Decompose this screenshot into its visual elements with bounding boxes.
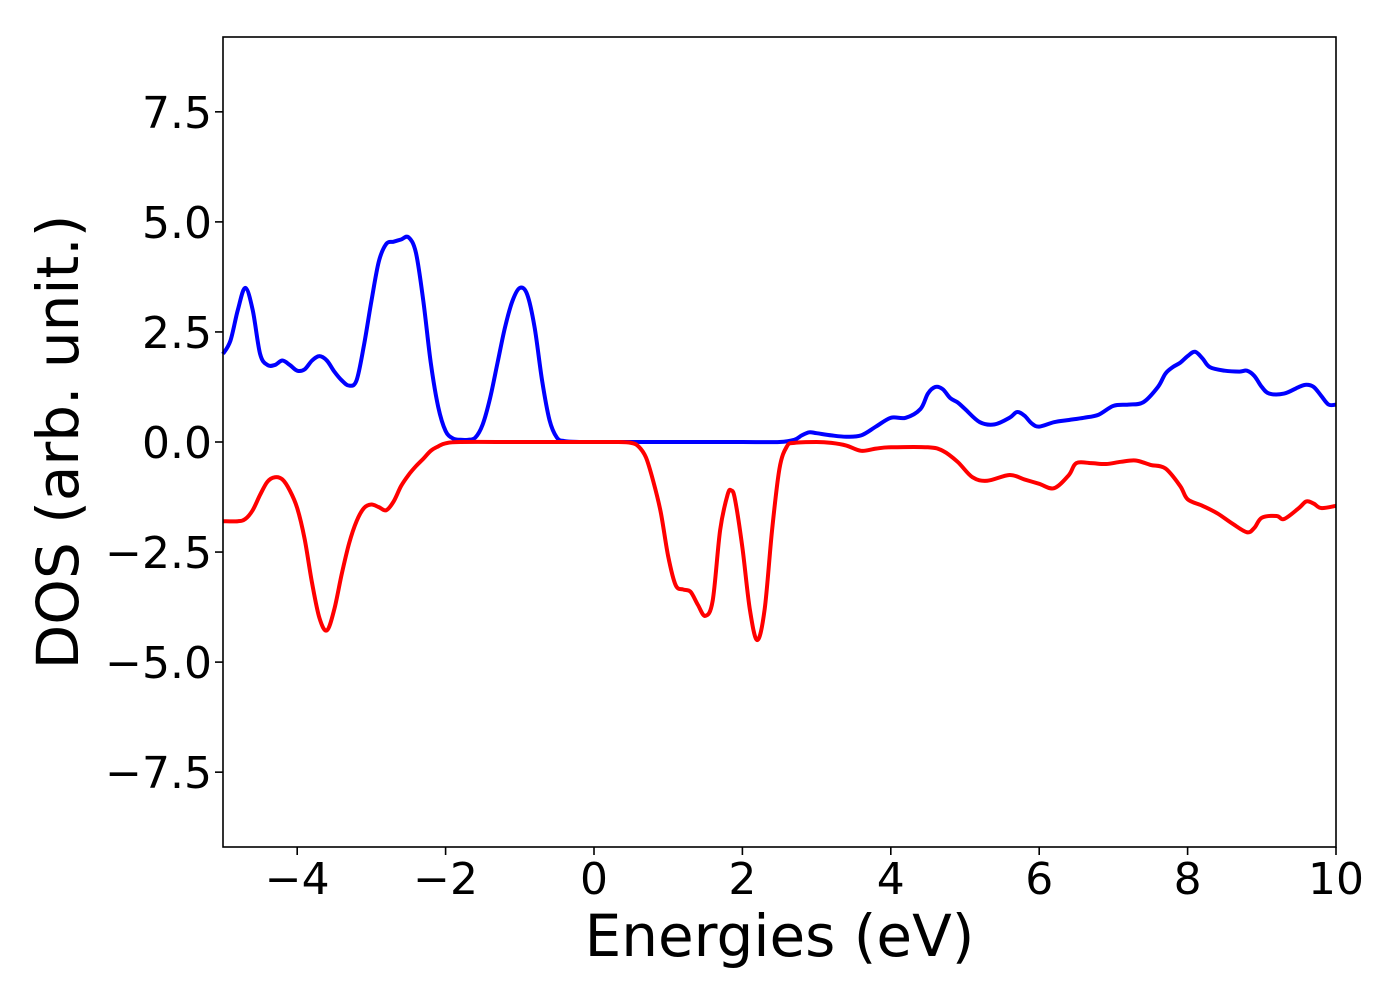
x-tick-label: 10 [1308, 854, 1364, 905]
x-tick-label: 6 [1025, 854, 1053, 905]
y-tick-label: 5.0 [142, 198, 212, 249]
x-tick-label: 0 [580, 854, 608, 905]
y-tick-label: 7.5 [142, 88, 212, 139]
y-tick-label: −7.5 [105, 748, 212, 799]
x-axis-label: Energies (eV) [585, 902, 975, 970]
x-tick-label: 2 [728, 854, 756, 905]
y-tick-label: 0.0 [142, 418, 212, 469]
series-line-blue [221, 234, 1337, 445]
y-axis-label: DOS (arb. unit.) [24, 215, 92, 670]
y-tick-label: 2.5 [142, 308, 212, 359]
x-tick-label: 4 [877, 854, 905, 905]
x-tick-label: −4 [265, 854, 330, 905]
series-layer [221, 234, 1337, 643]
y-tick-label: −5.0 [105, 638, 212, 689]
series-line-red [222, 439, 1337, 643]
x-tick-label: −2 [413, 854, 478, 905]
x-tick-label: 8 [1174, 854, 1202, 905]
ticks-layer: −4 −2 0 2 4 6 8 10 7.5 5.0 2.5 0.0 −2.5 −5.0 −7.5 [105, 88, 1364, 905]
y-tick-label: −2.5 [105, 528, 212, 579]
